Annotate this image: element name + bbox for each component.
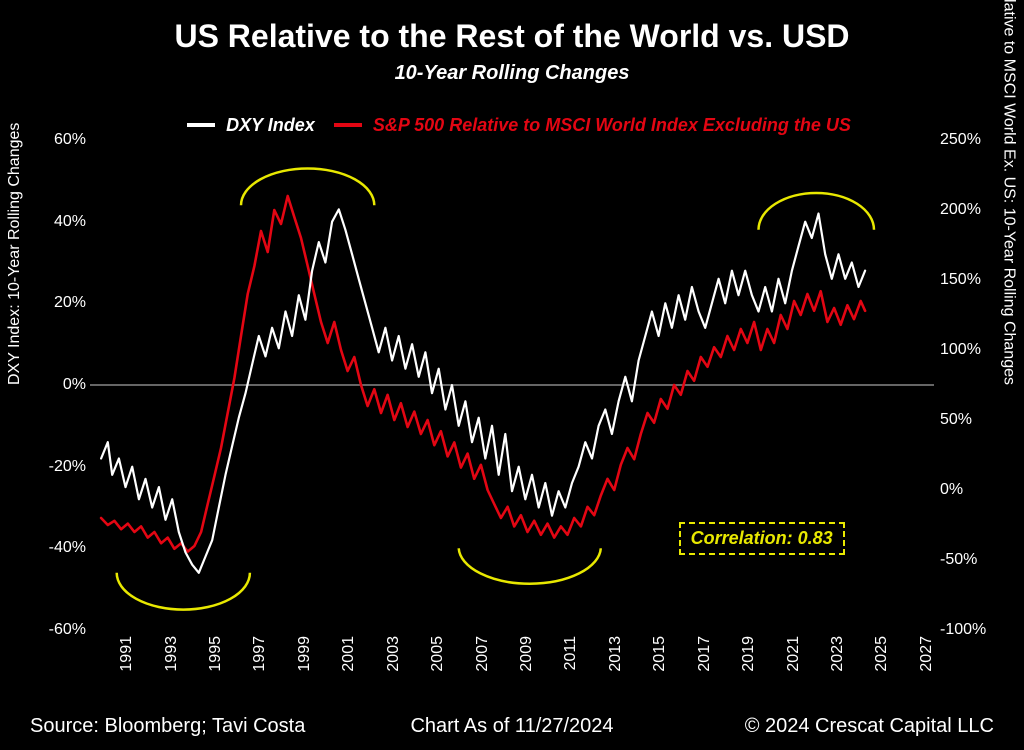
y-tick-right: 250%: [940, 131, 1004, 149]
chart-subtitle: 10-Year Rolling Changes: [0, 62, 1024, 85]
y-tick-left: 20%: [28, 294, 86, 312]
x-tick: 2025: [873, 636, 891, 686]
x-tick: 2027: [918, 636, 936, 686]
x-tick: 2007: [474, 636, 492, 686]
x-tick: 2013: [607, 636, 625, 686]
x-tick: 1999: [296, 636, 314, 686]
y-tick-left: -20%: [28, 458, 86, 476]
x-tick: 2017: [696, 636, 714, 686]
x-tick: 2015: [651, 636, 669, 686]
y-tick-left: -40%: [28, 539, 86, 557]
y-axis-left-title: DXY Index: 10-Year Rolling Changes: [6, 123, 24, 385]
y-tick-right: -100%: [940, 621, 1004, 639]
footer-copyright: © 2024 Crescat Capital LLC: [745, 715, 994, 738]
x-tick: 2003: [385, 636, 403, 686]
y-tick-left: -60%: [28, 621, 86, 639]
y-axis-right-title: S&P 500 Relative to MSCI World Ex. US: 1…: [1000, 0, 1018, 385]
x-tick: 1993: [163, 636, 181, 686]
x-tick: 2023: [829, 636, 847, 686]
y-tick-left: 40%: [28, 213, 86, 231]
legend-label-2: S&P 500 Relative to MSCI World Index Exc…: [373, 115, 851, 135]
legend-label-1: DXY Index: [226, 115, 315, 135]
correlation-box: Correlation: 0.83: [679, 522, 845, 555]
y-tick-right: 50%: [940, 411, 1004, 429]
y-tick-right: 150%: [940, 271, 1004, 289]
x-tick: 2021: [785, 636, 803, 686]
legend-swatch-1: [187, 123, 215, 127]
y-tick-right: 0%: [940, 481, 1004, 499]
legend: DXY Index S&P 500 Relative to MSCI World…: [0, 114, 1024, 136]
y-tick-right: 100%: [940, 341, 1004, 359]
x-tick: 1997: [251, 636, 269, 686]
x-tick: 1995: [207, 636, 225, 686]
x-tick: 2019: [740, 636, 758, 686]
y-tick-right: 200%: [940, 201, 1004, 219]
plot-svg: [90, 140, 934, 630]
x-tick: 2005: [429, 636, 447, 686]
chart-title: US Relative to the Rest of the World vs.…: [0, 18, 1024, 55]
x-tick: 2001: [340, 636, 358, 686]
legend-swatch-2: [334, 123, 362, 127]
x-tick: 2011: [562, 636, 580, 686]
y-tick-right: -50%: [940, 551, 1004, 569]
chart-container: US Relative to the Rest of the World vs.…: [0, 0, 1024, 750]
x-tick: 2009: [518, 636, 536, 686]
y-tick-left: 0%: [28, 376, 86, 394]
y-tick-left: 60%: [28, 131, 86, 149]
x-tick: 1991: [118, 636, 136, 686]
plot-area: [90, 140, 934, 630]
